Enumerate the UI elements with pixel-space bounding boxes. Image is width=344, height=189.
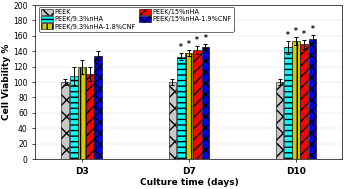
- Bar: [177, 57, 185, 159]
- Bar: [284, 47, 292, 159]
- Bar: [202, 47, 209, 159]
- Legend: PEEK, PEEK/9.3%nHA, PEEK/9.3%nHA-1.8%CNF, PEEK/15%nHA, PEEK/15%nHA-1.9%CNF: PEEK, PEEK/9.3%nHA, PEEK/9.3%nHA-1.8%CNF…: [39, 7, 234, 32]
- Text: *: *: [294, 27, 298, 36]
- Text: *: *: [204, 34, 207, 43]
- X-axis label: Culture time (days): Culture time (days): [140, 178, 238, 187]
- Y-axis label: Cell Viability %: Cell Viability %: [1, 44, 11, 120]
- Bar: [300, 44, 308, 159]
- Bar: [62, 82, 69, 159]
- Bar: [78, 67, 86, 159]
- Text: *: *: [195, 36, 199, 45]
- Bar: [276, 82, 283, 159]
- Bar: [193, 50, 201, 159]
- Bar: [309, 39, 316, 159]
- Bar: [292, 41, 300, 159]
- Bar: [169, 82, 176, 159]
- Text: *: *: [286, 31, 290, 40]
- Bar: [94, 56, 102, 159]
- Bar: [70, 76, 77, 159]
- Text: *: *: [187, 40, 191, 49]
- Text: *: *: [311, 25, 314, 34]
- Bar: [86, 74, 94, 159]
- Text: *: *: [302, 29, 306, 39]
- Text: *: *: [179, 43, 183, 52]
- Bar: [185, 53, 193, 159]
